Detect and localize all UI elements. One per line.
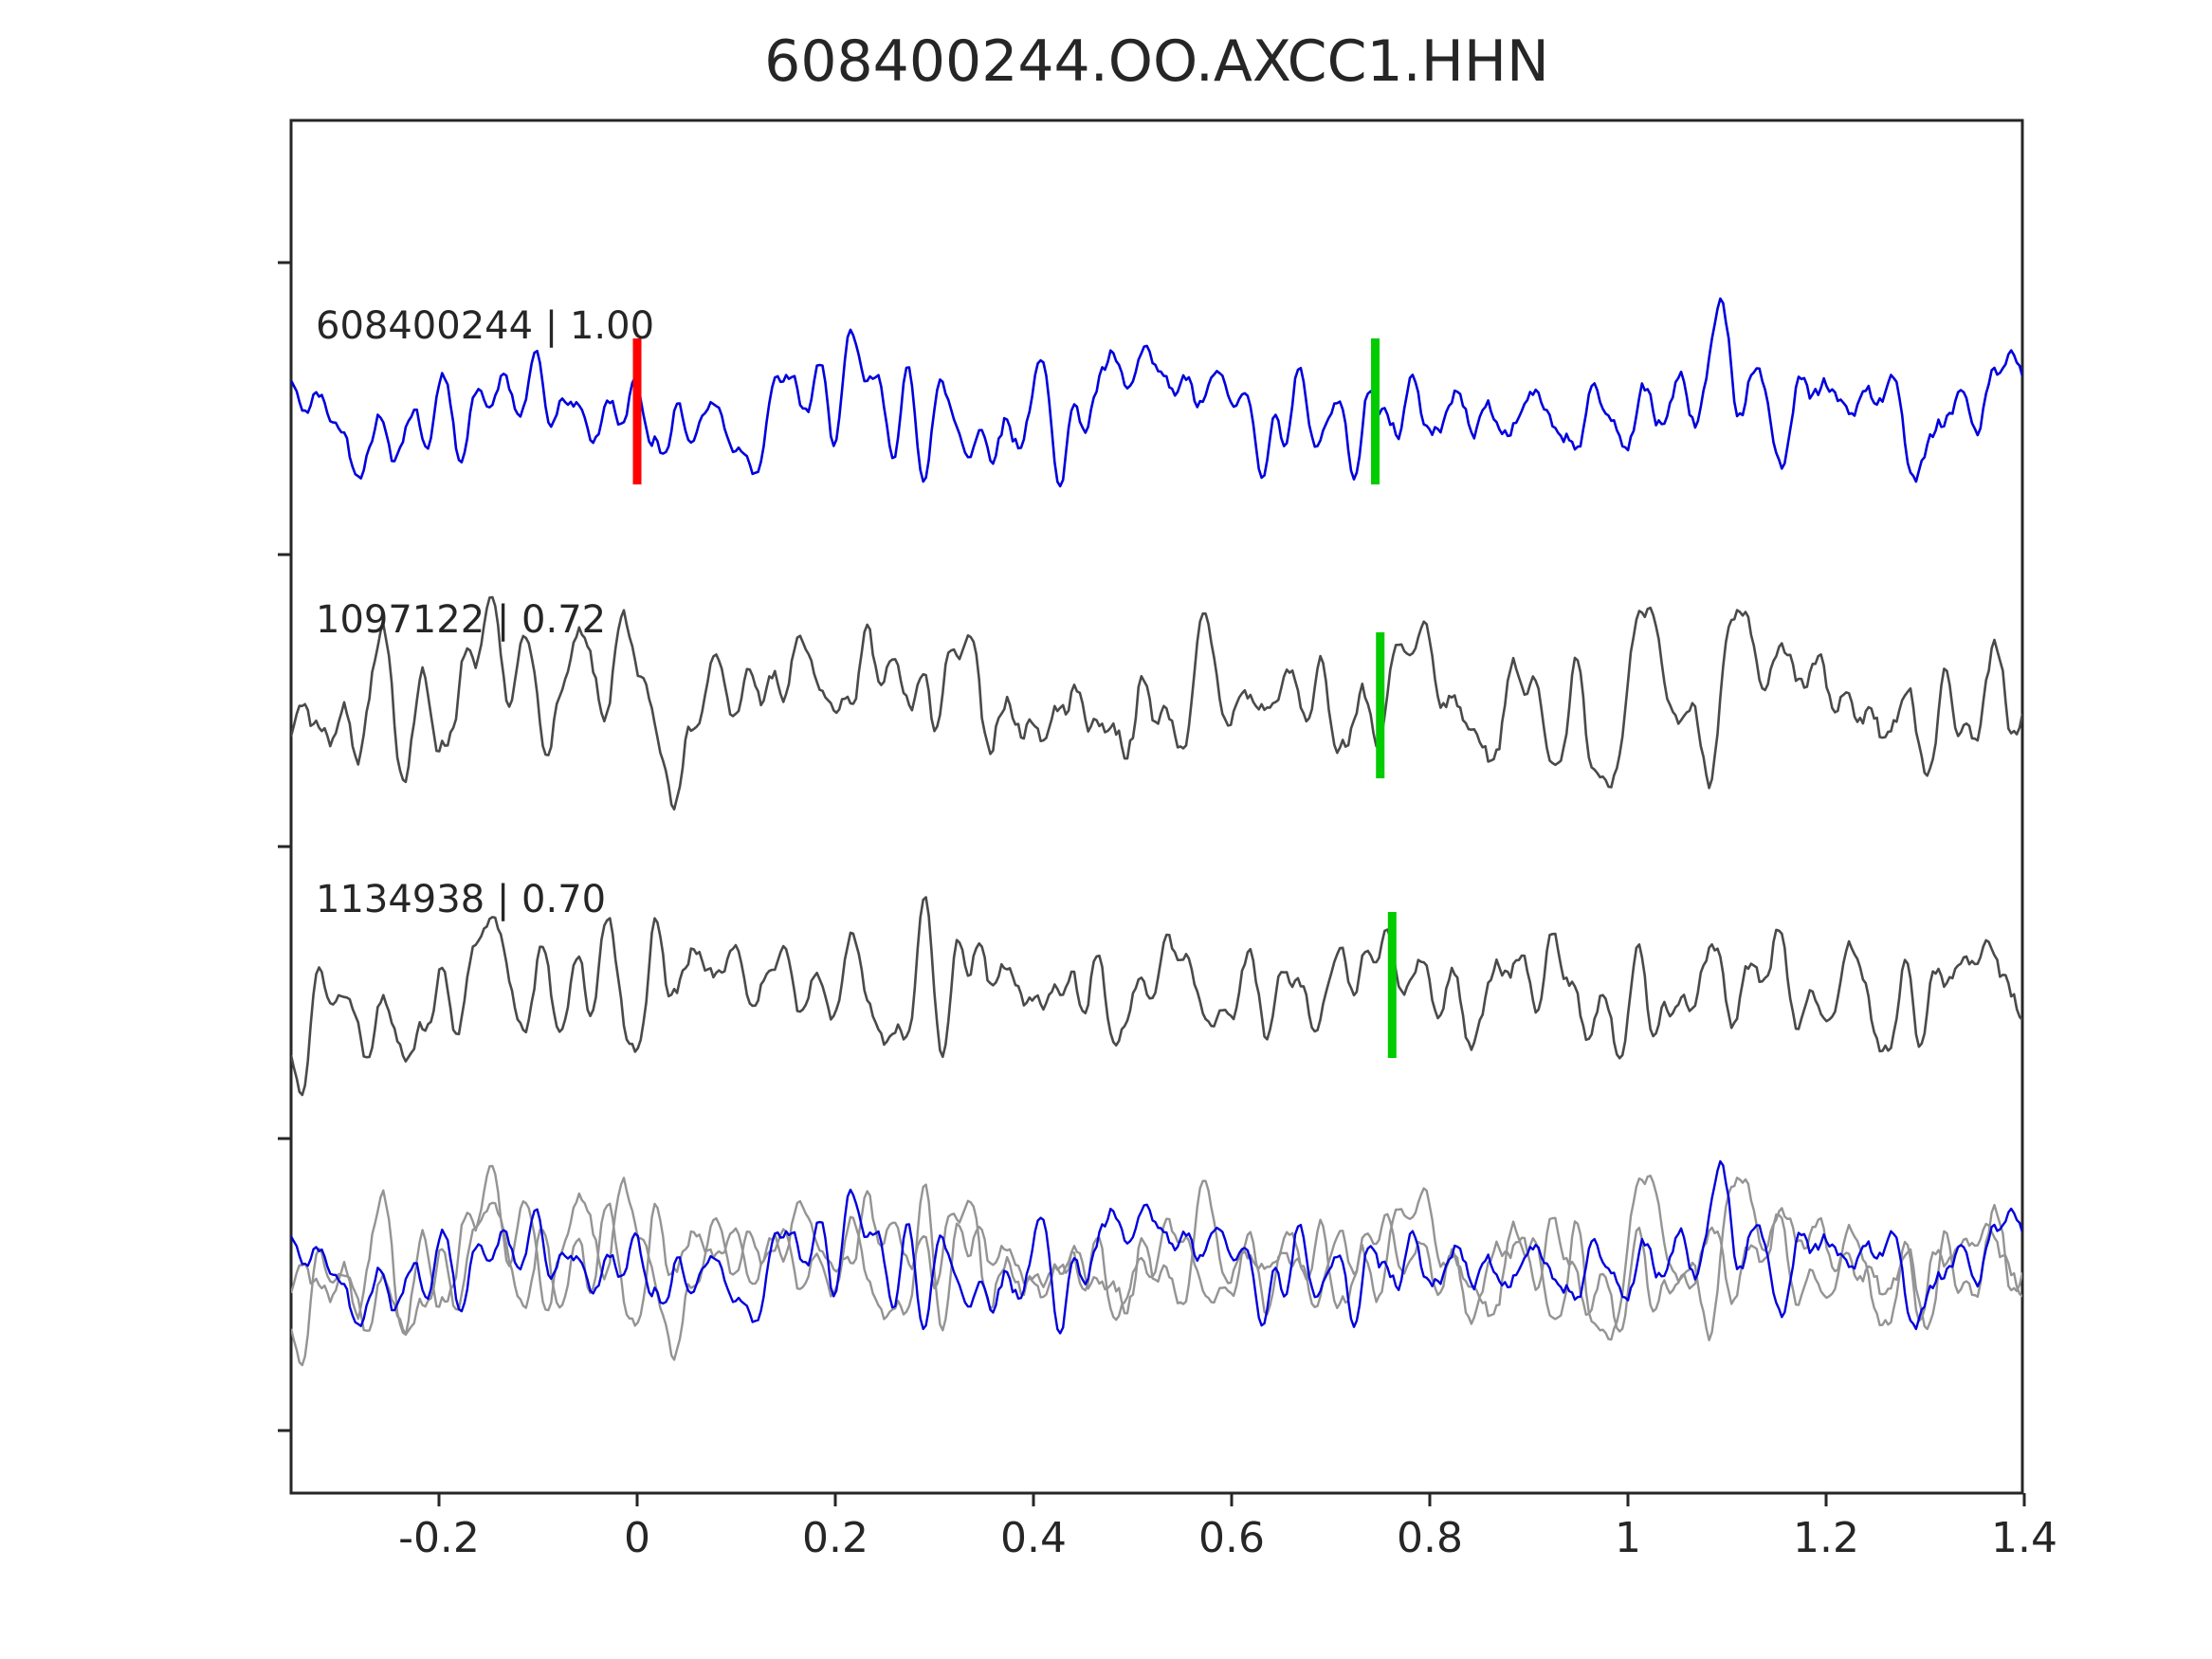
x-axis-tick-label: 0.4 bbox=[1000, 1514, 1067, 1562]
x-axis-tick-label: 1.2 bbox=[1793, 1514, 1859, 1562]
x-axis-tick-label: 0.2 bbox=[802, 1514, 868, 1562]
trace-label-608400244: 608400244 | 1.00 bbox=[316, 304, 654, 348]
x-axis-tick-label: 1.4 bbox=[1991, 1514, 2057, 1562]
overlay-trace-1134938 bbox=[291, 1183, 2022, 1367]
x-axis-tick-label: 0.6 bbox=[1198, 1514, 1265, 1562]
x-axis-tick-label: 1 bbox=[1615, 1514, 1641, 1562]
x-axis: -0.2 0 0.2 0.4 0.6 0.8 1 1.2 1.4 bbox=[398, 1493, 2057, 1562]
overlay-trace-608400244 bbox=[291, 1159, 2022, 1335]
trace-labels: 608400244 | 1.00 1097122 | 0.72 1134938 | … bbox=[316, 304, 654, 921]
plot-frame bbox=[289, 118, 2024, 1495]
x-axis-tick-label: 0 bbox=[624, 1514, 650, 1562]
pick-markers bbox=[632, 338, 1397, 1058]
trace-label-1134938: 1134938 | 0.70 bbox=[316, 878, 606, 921]
waveform-trace-1134938 bbox=[291, 896, 2022, 1097]
waveform-trace-608400244 bbox=[291, 297, 2022, 488]
waveform-trace-1097122 bbox=[291, 595, 2022, 811]
x-axis-tick-label: -0.2 bbox=[398, 1514, 480, 1562]
trace-label-1097122: 1097122 | 0.72 bbox=[316, 598, 606, 642]
x-axis-tick-label: 0.8 bbox=[1397, 1514, 1463, 1562]
y-axis-ticks bbox=[278, 261, 291, 1432]
chart-title: 608400244.OO.AXCC1.HHN bbox=[764, 28, 1549, 95]
waveform-traces bbox=[291, 297, 2022, 1367]
overlay-trace-1097122 bbox=[291, 1164, 2022, 1361]
